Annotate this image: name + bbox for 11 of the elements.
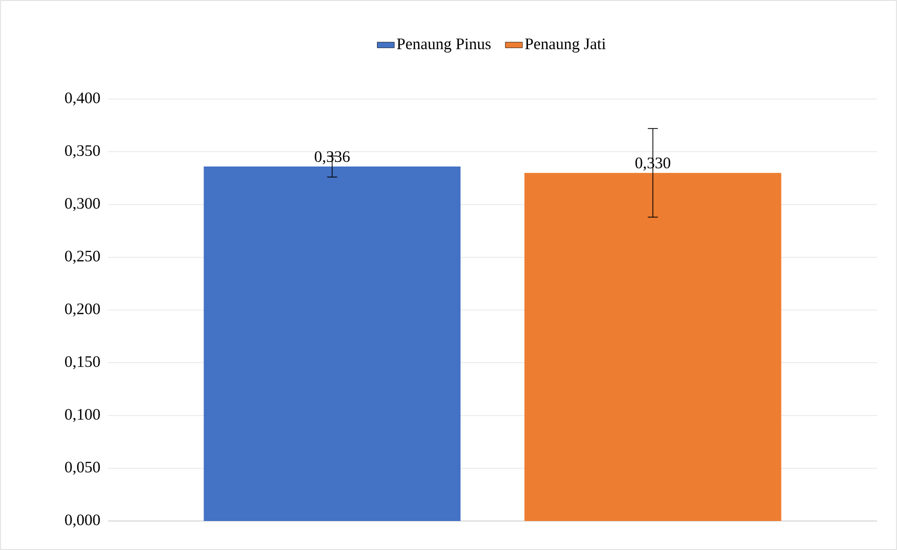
y-tick-label: 0,200	[65, 303, 100, 317]
y-tick-label: 0,150	[65, 356, 100, 370]
y-tick-label: 0,250	[65, 250, 100, 264]
legend-label: Penaung Pinus	[396, 38, 491, 53]
y-tick-label: 0,000	[65, 514, 100, 528]
y-tick-label: 0,050	[65, 462, 100, 475]
legend-label: Penaung Jati	[525, 38, 606, 53]
y-tick-label: 0,100	[65, 408, 100, 422]
y-tick-label: 0,400	[65, 92, 100, 106]
y-tick-label: 0,350	[65, 145, 100, 158]
y-tick-label: 0,300	[65, 198, 100, 212]
